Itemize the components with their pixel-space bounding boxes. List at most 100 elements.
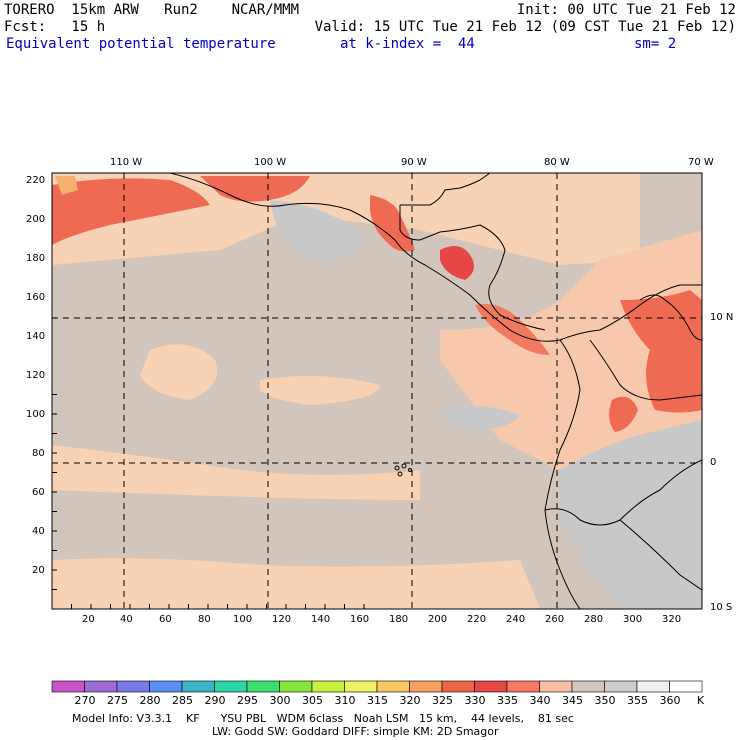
colorbar-tick-label: 320 <box>399 694 421 707</box>
field-warm-honduras <box>440 246 474 280</box>
colorbar-swatch <box>409 680 443 693</box>
x-tick-label: 100 <box>233 614 253 625</box>
colorbar-swatch <box>571 680 605 693</box>
field-gray-mexico <box>270 200 370 260</box>
colorbar-tick-label: 285 <box>172 694 193 707</box>
x-tick-label: 220 <box>467 614 487 625</box>
coast-yucatan <box>400 173 491 206</box>
colorbar-swatch <box>344 680 378 693</box>
colorbar-swatch <box>636 680 670 693</box>
colorbar-tick-label: 315 <box>367 694 388 707</box>
colorbar-swatch <box>246 680 280 693</box>
x-tick-label: 240 <box>506 614 526 625</box>
model-info-line2: LW: Godd SW: Goddard DIFF: simple KM: 2D… <box>212 725 499 738</box>
colorbar-tick-label: 280 <box>139 694 161 707</box>
header-run-info: TORERO 15km ARW Run2 NCAR/MMM <box>4 2 300 18</box>
theta-e-field <box>52 173 702 609</box>
colorbar-tick-label: 300 <box>269 694 291 707</box>
y-tick-label: 60 <box>32 487 45 498</box>
x-tick-label: 20 <box>82 614 95 625</box>
colorbar-tick-label: 335 <box>497 694 518 707</box>
x-tick-label: 80 <box>198 614 211 625</box>
galapagos-island-1 <box>394 465 400 471</box>
lat-label-10n: 10 N <box>710 312 734 323</box>
header-init-time: Init: 00 UTC Tue 21 Feb 12 <box>516 2 736 18</box>
field-hot-corner <box>55 176 78 195</box>
colorbar-tick-label: 325 <box>432 694 453 707</box>
border-venezuela <box>639 294 702 341</box>
field-title: Equivalent potential temperature <box>6 36 276 52</box>
colorbar-swatch <box>506 680 540 693</box>
field-warm-mexico <box>200 176 310 202</box>
y-tick-label: 180 <box>26 253 46 264</box>
lon-label-70w: 70 W <box>688 157 714 168</box>
x-tick-label: 120 <box>272 614 292 625</box>
colorbar <box>51 680 703 693</box>
field-gray-patch <box>440 406 520 430</box>
coast-south-america <box>544 339 581 609</box>
colorbar-swatch <box>669 680 703 693</box>
colorbar-swatch <box>376 680 410 693</box>
y-tick-label: 120 <box>26 370 46 381</box>
colorbar-swatch <box>539 680 573 693</box>
colorbar-swatch <box>51 680 85 693</box>
colorbar-swatch <box>116 680 150 693</box>
colorbar-swatch <box>84 680 118 693</box>
field-warm-colombia <box>620 290 702 413</box>
border-peru-bolivia <box>619 519 702 591</box>
latlon-grid <box>52 173 702 609</box>
y-tick-label: 140 <box>26 331 46 342</box>
colorbar-tick-label: 350 <box>594 694 616 707</box>
lon-label-110w: 110 W <box>110 157 143 168</box>
field-warm-northwest <box>52 178 210 245</box>
y-tick-label: 20 <box>32 565 45 576</box>
header-valid-time: Valid: 15 UTC Tue 21 Feb 12 (09 CST Tue … <box>314 19 736 35</box>
colorbar-tick-label: 275 <box>107 694 128 707</box>
field-patch-equatorial <box>52 445 420 500</box>
colorbar-swatch <box>149 680 183 693</box>
field-patch-central <box>140 344 218 400</box>
y-tick-label: 160 <box>26 292 46 303</box>
field-patch-mid <box>260 376 380 405</box>
map-frame <box>51 172 703 610</box>
colorbar-swatch <box>441 680 475 693</box>
x-tick-label: 200 <box>428 614 448 625</box>
colorbar-swatch <box>604 680 638 693</box>
x-tick-label: 140 <box>311 614 331 625</box>
colorbar-tick-label: 345 <box>562 694 583 707</box>
y-tick-label: 100 <box>26 409 46 420</box>
border-central-america <box>399 205 546 331</box>
galapagos-island-2 <box>401 463 407 469</box>
lat-label-10s: 10 S <box>710 602 733 613</box>
smoothing-label: sm= 2 <box>634 36 677 52</box>
colorbar-swatch <box>279 680 313 693</box>
colorbar-swatch <box>474 680 508 693</box>
x-tick-label: 300 <box>623 614 643 625</box>
colorbar-tick-label: 340 <box>529 694 551 707</box>
x-tick-label: 180 <box>389 614 409 625</box>
y-tick-label: 220 <box>26 175 46 186</box>
galapagos-island-3 <box>397 471 403 477</box>
border-colombia <box>589 339 702 401</box>
coast-pacific-north <box>169 173 702 342</box>
y-tick-label: 80 <box>32 448 45 459</box>
x-tick-label: 40 <box>120 614 133 625</box>
x-tick-label: 320 <box>662 614 682 625</box>
colorbar-tick-label: 360 <box>659 694 681 707</box>
y-tick-label: 200 <box>26 214 46 225</box>
axis-ticks <box>52 394 365 609</box>
colorbar-tick-label: 305 <box>302 694 323 707</box>
model-info-line1: Model Info: V3.3.1 KF YSU PBL WDM 6class… <box>72 712 574 725</box>
colorbar-tick-label: 330 <box>464 694 486 707</box>
field-patch-south <box>52 558 540 609</box>
colorbar-unit: K <box>697 694 705 707</box>
x-tick-label: 160 <box>350 614 370 625</box>
lon-label-80w: 80 W <box>544 157 570 168</box>
x-tick-label: 260 <box>545 614 565 625</box>
x-tick-label: 60 <box>159 614 172 625</box>
lat-label-0: 0 <box>710 457 717 468</box>
field-warm-patch <box>609 396 638 432</box>
colorbar-tick-label: 295 <box>237 694 258 707</box>
level-label: at k-index = 44 <box>340 36 475 52</box>
